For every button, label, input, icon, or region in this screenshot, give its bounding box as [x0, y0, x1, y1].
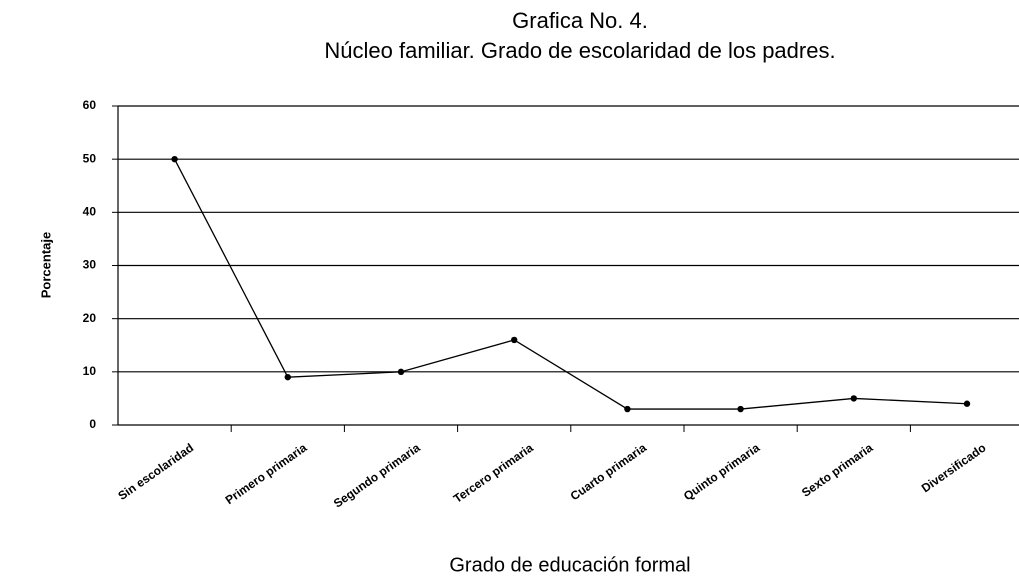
y-tick-label: 40 — [83, 205, 97, 219]
data-point — [511, 336, 518, 344]
data-line — [174, 158, 968, 410]
data-point — [171, 155, 178, 163]
chart-subtitle: Núcleo familiar. Grado de escolaridad de… — [324, 38, 835, 63]
y-axis-label: Porcentaje — [38, 232, 53, 298]
y-tick-label: 10 — [83, 364, 97, 378]
data-point — [284, 373, 291, 381]
data-point — [850, 395, 857, 402]
data-point — [397, 368, 405, 376]
x-tick-label: Quinto primaria — [681, 440, 762, 503]
data-point — [963, 400, 971, 407]
x-axis-label: Grado de educación formal — [449, 554, 690, 576]
y-tick-label: 50 — [83, 151, 97, 165]
y-tick-label: 20 — [83, 311, 97, 325]
x-tick-label: Diversificado — [919, 441, 989, 496]
x-tick-label: Cuarto primaria — [568, 440, 649, 503]
x-tick-label: Sexto primaria — [799, 440, 876, 499]
x-tick-label: Tercero primaria — [451, 440, 536, 505]
y-tick-label: 60 — [83, 98, 97, 112]
y-tick-label: 0 — [89, 417, 96, 431]
x-tick-label: Segundo primaria — [331, 440, 423, 510]
data-point — [624, 405, 631, 413]
y-tick-label: 30 — [83, 258, 97, 272]
x-tick-label: Sin escolaridad — [115, 441, 196, 503]
data-point — [737, 405, 744, 413]
x-tick-label: Primero primaria — [223, 440, 310, 507]
chart-title: Grafica No. 4. — [512, 8, 648, 33]
